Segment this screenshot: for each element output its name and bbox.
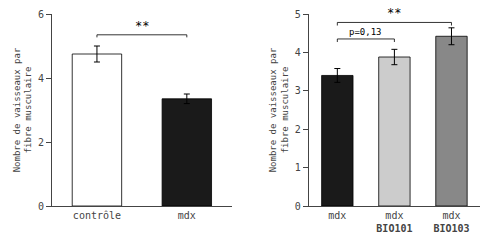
svg-text:Nombre de vaisseaux parfibre m: Nombre de vaisseaux parfibre musculaire xyxy=(268,47,290,172)
svg-text:mdx: mdx xyxy=(178,210,196,221)
svg-text:0: 0 xyxy=(38,201,44,212)
svg-text:2: 2 xyxy=(295,124,301,135)
svg-text:mdxBIO101: mdxBIO101 xyxy=(376,210,412,234)
svg-text:p=0,13: p=0,13 xyxy=(349,27,382,37)
svg-text:**: ** xyxy=(135,19,149,33)
svg-text:5: 5 xyxy=(295,9,301,20)
svg-text:6: 6 xyxy=(38,9,44,20)
svg-text:4: 4 xyxy=(295,47,301,58)
svg-text:1: 1 xyxy=(295,162,301,173)
svg-text:mdx: mdx xyxy=(328,210,346,221)
svg-text:**: ** xyxy=(387,6,401,20)
svg-text:4: 4 xyxy=(38,73,44,84)
svg-text:3: 3 xyxy=(295,85,301,96)
svg-text:contrôle: contrôle xyxy=(73,210,121,221)
svg-text:Nombre de vaisseaux parfibre m: Nombre de vaisseaux parfibre musculaire xyxy=(12,47,34,172)
svg-text:mdxBIO103: mdxBIO103 xyxy=(433,210,469,234)
svg-text:2: 2 xyxy=(38,137,44,148)
svg-text:0: 0 xyxy=(295,201,301,212)
